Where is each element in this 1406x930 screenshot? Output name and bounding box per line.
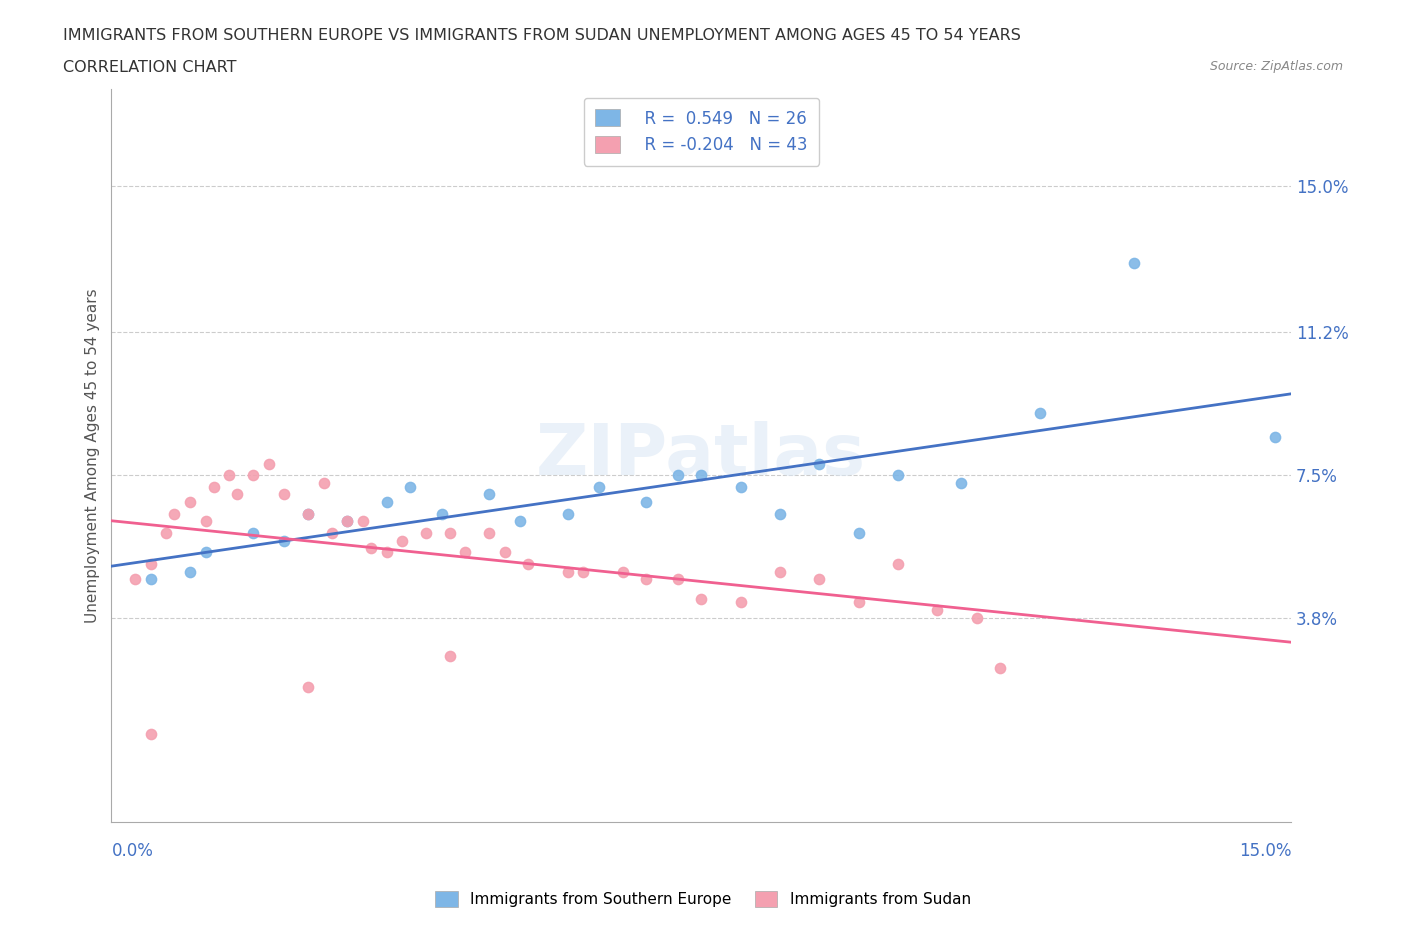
- Point: [179, 495, 201, 510]
- Point: [391, 533, 413, 548]
- Point: [163, 506, 186, 521]
- Text: 0.0%: 0.0%: [111, 842, 153, 859]
- Point: [415, 525, 437, 540]
- Point: [730, 595, 752, 610]
- Point: [375, 495, 398, 510]
- Point: [360, 541, 382, 556]
- Point: [557, 506, 579, 521]
- Point: [730, 479, 752, 494]
- Point: [352, 514, 374, 529]
- Point: [194, 545, 217, 560]
- Text: ZIPatlas: ZIPatlas: [536, 421, 866, 490]
- Point: [588, 479, 610, 494]
- Point: [808, 572, 831, 587]
- Point: [848, 595, 870, 610]
- Point: [139, 556, 162, 571]
- Point: [257, 456, 280, 471]
- Point: [769, 565, 792, 579]
- Point: [494, 545, 516, 560]
- Text: CORRELATION CHART: CORRELATION CHART: [63, 60, 236, 75]
- Text: IMMIGRANTS FROM SOUTHERN EUROPE VS IMMIGRANTS FROM SUDAN UNEMPLOYMENT AMONG AGES: IMMIGRANTS FROM SOUTHERN EUROPE VS IMMIG…: [63, 28, 1021, 43]
- Point: [769, 506, 792, 521]
- Point: [454, 545, 477, 560]
- Point: [636, 495, 658, 510]
- Point: [927, 603, 949, 618]
- Text: Source: ZipAtlas.com: Source: ZipAtlas.com: [1209, 60, 1343, 73]
- Point: [124, 572, 146, 587]
- Point: [1122, 256, 1144, 271]
- Point: [226, 487, 249, 502]
- Point: [666, 468, 689, 483]
- Point: [297, 506, 319, 521]
- Point: [887, 468, 910, 483]
- Point: [517, 556, 540, 571]
- Point: [666, 572, 689, 587]
- Point: [242, 525, 264, 540]
- Text: 15.0%: 15.0%: [1239, 842, 1291, 859]
- Point: [430, 506, 453, 521]
- Point: [478, 525, 501, 540]
- Point: [179, 565, 201, 579]
- Point: [690, 591, 713, 606]
- Point: [1264, 429, 1286, 444]
- Legend:   R =  0.549   N = 26,   R = -0.204   N = 43: R = 0.549 N = 26, R = -0.204 N = 43: [583, 98, 818, 166]
- Point: [478, 487, 501, 502]
- Point: [808, 456, 831, 471]
- Point: [297, 506, 319, 521]
- Point: [572, 565, 595, 579]
- Point: [439, 525, 461, 540]
- Point: [297, 680, 319, 695]
- Point: [988, 660, 1011, 675]
- Point: [242, 468, 264, 483]
- Point: [155, 525, 177, 540]
- Point: [509, 514, 531, 529]
- Point: [612, 565, 634, 579]
- Point: [336, 514, 359, 529]
- Point: [273, 487, 295, 502]
- Y-axis label: Unemployment Among Ages 45 to 54 years: Unemployment Among Ages 45 to 54 years: [86, 288, 100, 623]
- Point: [636, 572, 658, 587]
- Point: [273, 533, 295, 548]
- Point: [139, 726, 162, 741]
- Point: [321, 525, 343, 540]
- Point: [690, 468, 713, 483]
- Point: [375, 545, 398, 560]
- Point: [1028, 406, 1050, 421]
- Point: [949, 475, 972, 490]
- Point: [557, 565, 579, 579]
- Point: [966, 610, 988, 625]
- Point: [194, 514, 217, 529]
- Point: [399, 479, 422, 494]
- Point: [312, 475, 335, 490]
- Point: [848, 525, 870, 540]
- Point: [439, 649, 461, 664]
- Point: [336, 514, 359, 529]
- Point: [887, 556, 910, 571]
- Point: [202, 479, 225, 494]
- Point: [139, 572, 162, 587]
- Legend: Immigrants from Southern Europe, Immigrants from Sudan: Immigrants from Southern Europe, Immigra…: [429, 884, 977, 913]
- Point: [218, 468, 240, 483]
